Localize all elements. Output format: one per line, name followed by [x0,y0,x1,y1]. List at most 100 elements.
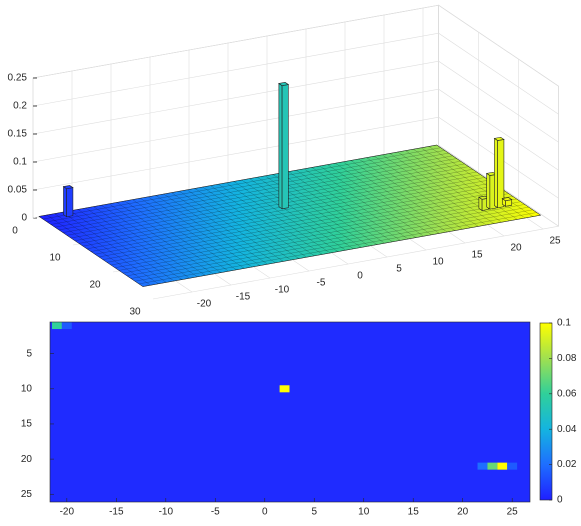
floor-mesh [218,184,323,255]
floor-mesh [405,150,510,222]
floor-mesh [82,174,481,247]
y-tick-label: 25 [21,489,33,500]
bar-face-front [281,84,289,210]
floor-mesh [54,213,159,285]
x-tick-label: -5 [211,507,220,518]
floor-mesh [70,166,469,239]
x-tick-label: -20 [197,299,212,310]
floor-mesh [179,191,284,262]
bar-face-left [486,172,491,210]
floor-mesh [389,153,495,224]
y-tick-label: 0 [12,226,18,237]
floor-mesh [114,196,513,268]
floor-mesh [101,205,206,276]
floor-mesh [241,179,346,251]
heatmap-cell [477,462,488,470]
x-tick-label: 0 [357,271,363,282]
floor-mesh [233,181,339,252]
z-tick-label: 0.2 [13,101,27,112]
floor-mesh [257,177,362,248]
floor-mesh [108,203,214,275]
floor-mesh [86,177,485,250]
bar-face-front [66,187,74,218]
floor-mesh [132,199,237,271]
colorbar-tick-label: 0.08 [557,353,577,364]
floor-mesh [428,146,534,217]
floor-mesh [106,190,505,263]
x-tick-label: 20 [510,243,522,254]
colorbar-tick-label: 0.06 [557,388,577,399]
y-tick-label: 30 [129,307,141,318]
floor-mesh [38,216,144,287]
floor-mesh [124,200,229,272]
bar-face-top [493,136,505,141]
heatmap-cell [487,462,498,470]
floor-mesh [413,149,518,220]
floor-mesh [134,209,533,282]
floor-mesh [77,209,183,280]
floor-mesh [102,187,501,260]
x-tick-label: -5 [317,278,326,289]
floor-mesh [335,163,440,234]
floor-mesh [147,196,253,268]
floor-mesh [62,160,461,233]
x-tick-label: 10 [358,507,370,518]
floor-mesh [93,206,198,278]
y-tick-label: 20 [21,454,33,465]
floor-mesh [272,174,378,245]
floor-mesh [186,189,292,261]
floor-mesh [366,157,471,229]
x-tick-label: 5 [311,507,317,518]
y-tick-label: 5 [26,348,32,359]
floor-mesh [225,182,331,254]
z-tick-label: 0.05 [8,185,28,196]
x-tick-label: 15 [408,507,420,518]
floor-mesh [116,202,222,273]
z-tick-label: 0.15 [8,129,28,140]
bar-face-top [278,82,290,86]
floor-mesh [249,178,354,250]
bar-face-top [62,185,74,190]
floor-surface [38,144,542,287]
colorbar-tick-label: 0.02 [557,459,577,470]
floor-mesh [110,193,509,266]
plot-frame [49,321,531,503]
heatmap-cell [497,462,508,470]
x-tick-label: -10 [275,285,290,296]
floor-mesh [296,170,401,241]
floor-mesh [311,167,417,238]
x-tick-label: -15 [109,507,124,518]
floor-mesh [90,179,489,252]
floor-mesh [142,214,541,287]
floor-mesh [155,195,261,266]
floor-mesh [74,169,473,241]
bar-3d [62,185,74,218]
floor-mesh [420,147,526,219]
colorbar-tick-label: 0 [557,495,563,506]
x-tick-label: 5 [396,264,402,275]
floor-mesh [42,147,441,220]
bar-face-front [497,139,505,209]
floor-mesh [138,212,537,285]
floor-mesh [163,193,268,265]
floor-mesh [85,207,190,279]
floor-mesh [381,154,487,226]
floor-mesh [288,171,393,243]
x-tick-label: -15 [236,292,251,303]
bar-3d [493,136,505,209]
floor-mesh [358,158,463,230]
floor-mesh [94,182,493,255]
x-tick-label: 10 [432,257,444,268]
heatmap-background [50,322,530,502]
floor-mesh [202,186,307,258]
bar-3d [501,197,513,207]
colorbar-tick-label: 0.1 [557,318,571,329]
floor-mesh [171,192,276,264]
x-tick-label: 25 [507,507,519,518]
floor-mesh [38,144,437,217]
colorbar-tick-label: 0.04 [557,424,577,435]
colorbar [539,322,553,501]
floor-mesh [210,185,315,257]
heatmap-cell [507,462,518,470]
floor-mesh [58,158,457,231]
